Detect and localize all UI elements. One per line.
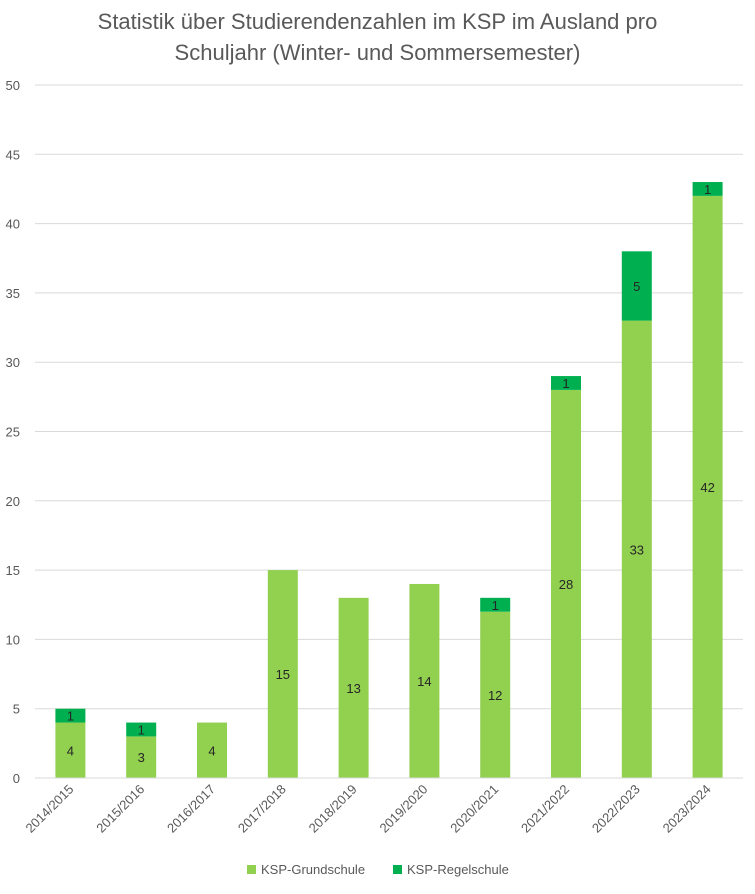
x-tick-label: 2022/2023 xyxy=(589,782,643,836)
y-tick-label: 15 xyxy=(6,563,20,578)
bar-segment xyxy=(55,722,86,778)
x-tick-label: 2021/2022 xyxy=(518,782,572,836)
y-tick-label: 30 xyxy=(6,355,20,370)
data-label: 42 xyxy=(700,480,714,495)
data-label: 28 xyxy=(559,577,573,592)
bar-segment xyxy=(480,611,511,778)
bar-segment xyxy=(409,583,440,778)
data-label: 1 xyxy=(704,182,711,197)
y-tick-label: 45 xyxy=(6,147,20,162)
y-tick-label: 40 xyxy=(6,217,20,232)
chart-title: Statistik über Studierendenzahlen im KSP… xyxy=(0,6,755,68)
x-tick-label: 2017/2018 xyxy=(235,782,289,836)
data-label: 33 xyxy=(630,542,644,557)
data-label: 4 xyxy=(208,743,215,758)
data-label: 1 xyxy=(67,709,74,724)
bar-segment xyxy=(267,570,298,778)
x-tick-label: 2018/2019 xyxy=(306,782,360,836)
bar-segment xyxy=(338,597,369,778)
bar-segment xyxy=(692,195,723,778)
bar-segment xyxy=(126,736,157,778)
bar-segment xyxy=(197,722,227,778)
legend-swatch xyxy=(247,865,256,874)
bar-segment xyxy=(55,708,86,723)
y-tick-label: 20 xyxy=(6,494,20,509)
data-label: 15 xyxy=(276,667,290,682)
data-label: 12 xyxy=(488,688,502,703)
y-tick-label: 5 xyxy=(13,702,20,717)
data-label: 5 xyxy=(633,279,640,294)
bars xyxy=(55,182,723,778)
bar-segment xyxy=(551,376,581,390)
x-tick-label: 2020/2021 xyxy=(447,782,501,836)
bar-segment xyxy=(480,597,511,612)
legend: KSP-Grundschule KSP-Regelschule xyxy=(247,862,509,877)
data-label: 1 xyxy=(492,598,499,613)
legend-swatch xyxy=(393,865,402,874)
bar-segment xyxy=(621,251,652,321)
data-label: 14 xyxy=(417,674,431,689)
x-tick-label: 2014/2015 xyxy=(22,782,76,836)
bar-segment xyxy=(621,320,652,778)
data-label: 1 xyxy=(562,376,569,391)
data-label: 13 xyxy=(346,681,360,696)
data-label: 3 xyxy=(138,750,145,765)
y-tick-label: 25 xyxy=(6,425,20,440)
x-tick-label: 2016/2017 xyxy=(164,782,218,836)
x-tick-label: 2023/2024 xyxy=(660,782,714,836)
bar-segment xyxy=(692,182,723,196)
data-label: 1 xyxy=(138,722,145,737)
data-label: 4 xyxy=(67,743,74,758)
legend-label: KSP-Grundschule xyxy=(261,862,365,877)
y-tick-label: 35 xyxy=(6,286,20,301)
y-tick-label: 0 xyxy=(13,771,20,786)
x-tick-label: 2015/2016 xyxy=(93,782,147,836)
y-tick-label: 10 xyxy=(6,632,20,647)
legend-label: KSP-Regelschule xyxy=(407,862,509,877)
chart-title-line-2: Schuljahr (Winter- und Sommersemester) xyxy=(174,40,581,65)
bar-segment xyxy=(551,389,581,778)
y-tick-label: 50 xyxy=(6,78,20,93)
bar-segment xyxy=(126,722,157,737)
chart-title-line-1: Statistik über Studierendenzahlen im KSP… xyxy=(97,9,658,34)
x-tick-label: 2019/2020 xyxy=(376,782,430,836)
